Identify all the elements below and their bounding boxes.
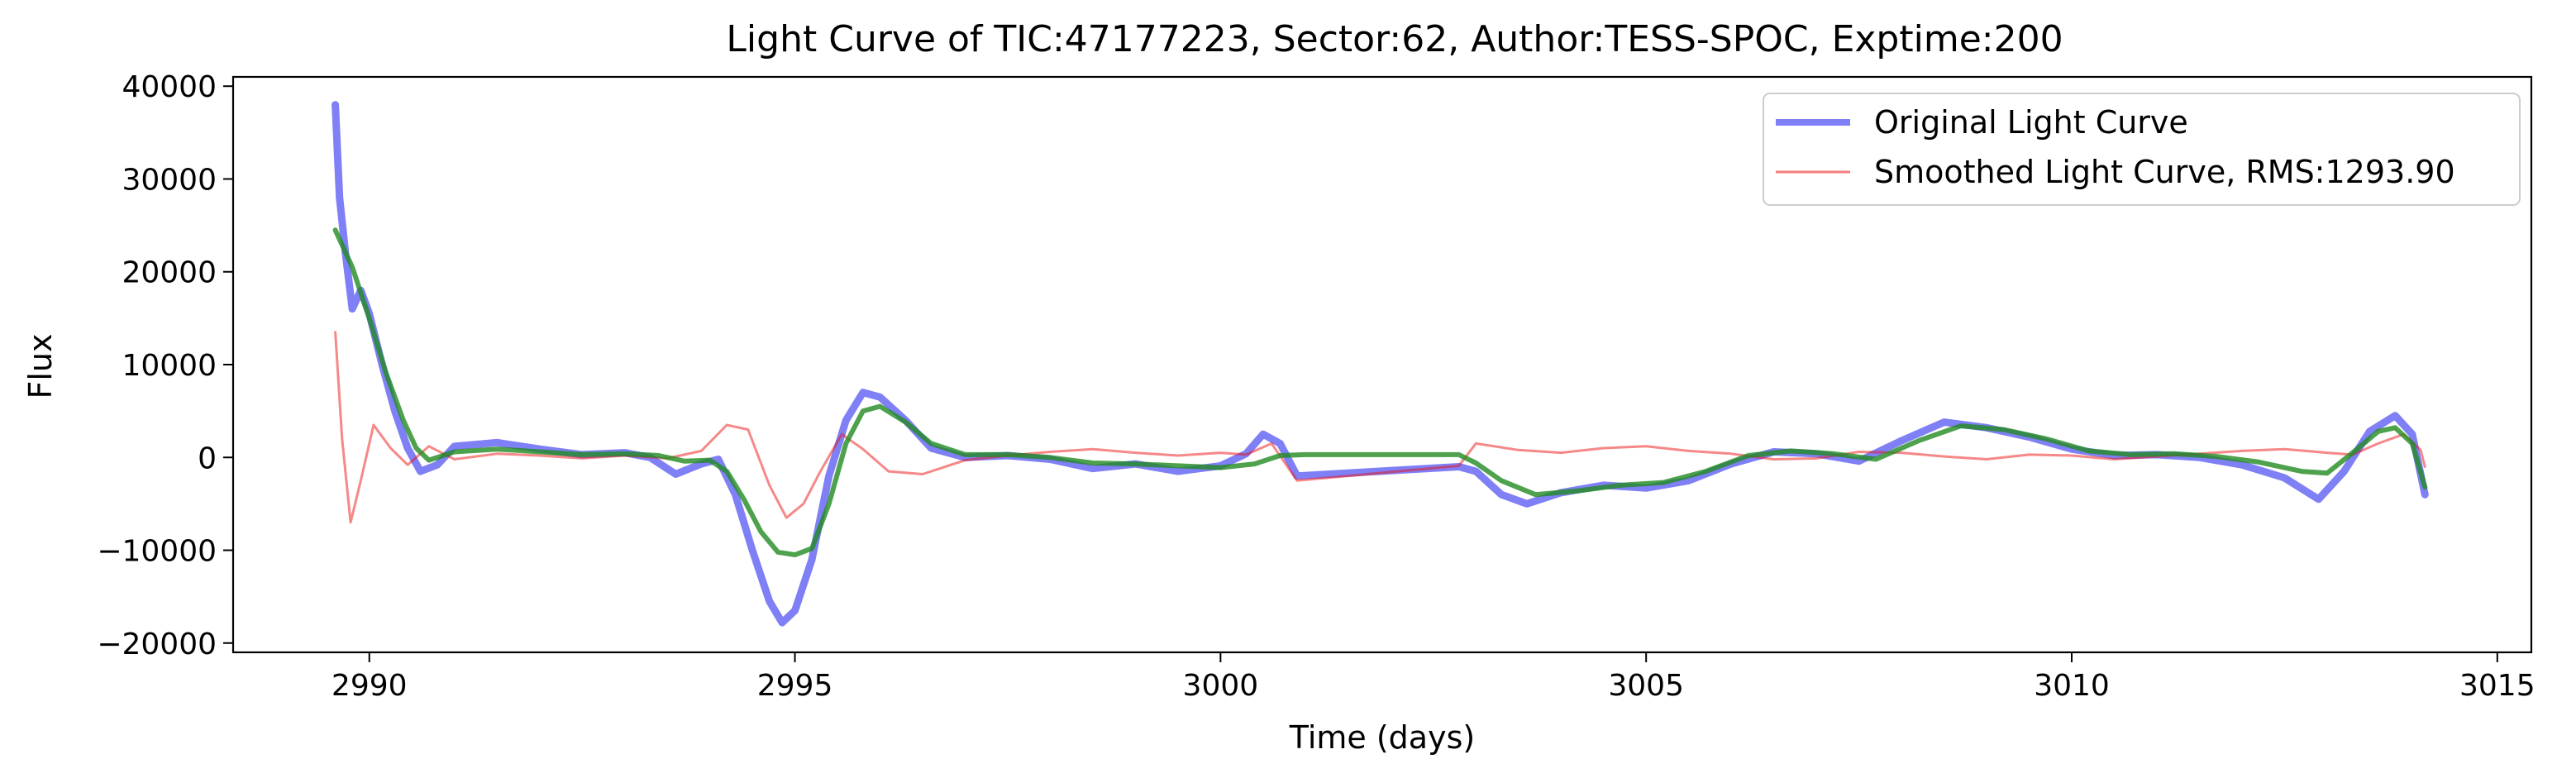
x-tick-label: 3015 xyxy=(2459,669,2535,703)
x-tick-label: 2995 xyxy=(757,669,833,703)
y-axis-ticks: −20000 −10000 0 10000 20000 30000 40000 xyxy=(97,70,233,661)
legend: Original Light Curve Smoothed Light Curv… xyxy=(1763,93,2521,206)
x-axis-label: Time (days) xyxy=(1289,719,1475,756)
x-tick-label: 3005 xyxy=(1608,669,1684,703)
series-layer xyxy=(332,101,2429,627)
y-tick-label: 10000 xyxy=(122,349,217,383)
x-tick-label: 3000 xyxy=(1183,669,1259,703)
x-tick-label: 3010 xyxy=(2034,669,2110,703)
y-tick-label: 20000 xyxy=(122,256,217,290)
series-line-1 xyxy=(334,331,2426,524)
y-axis-label: Flux xyxy=(22,334,59,399)
legend-label-smoothed: Smoothed Light Curve, RMS:1293.90 xyxy=(1874,154,2455,190)
chart-title: Light Curve of TIC:47177223, Sector:62, … xyxy=(726,18,2063,60)
plot-frame xyxy=(231,75,2533,654)
legend-box xyxy=(1763,93,2521,206)
y-tick-label: 30000 xyxy=(122,163,217,197)
series-line-2 xyxy=(332,227,2428,558)
x-axis-ticks: 2990 2995 3000 3005 3010 3015 xyxy=(332,652,2535,703)
legend-label-original: Original Light Curve xyxy=(1874,104,2188,141)
y-tick-label: −20000 xyxy=(97,628,217,661)
y-tick-label: 0 xyxy=(198,442,217,475)
y-tick-label: −10000 xyxy=(97,535,217,569)
series-line-0 xyxy=(332,101,2429,627)
y-tick-label: 40000 xyxy=(122,70,217,104)
x-tick-label: 2990 xyxy=(332,669,408,703)
